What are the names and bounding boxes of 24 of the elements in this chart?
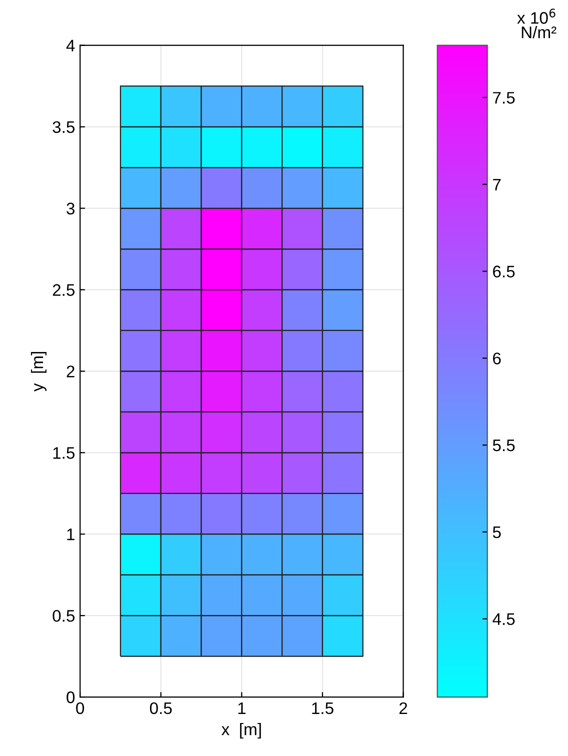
color-bar-label: 5 <box>492 526 501 538</box>
x-tick-label: 0 <box>76 702 84 714</box>
y-tick-label: 1.5 <box>53 447 75 459</box>
y-tick-label: 0.5 <box>52 610 75 622</box>
x-tick-label: 2 <box>399 702 408 714</box>
color-bar-label: 7.5 <box>493 92 515 104</box>
color-bar-label: 4.5 <box>492 613 515 626</box>
y-tick-label: 0 <box>66 691 75 704</box>
y-tick-label: 2 <box>66 366 74 378</box>
color-bar-label: 6.5 <box>493 266 515 278</box>
y-tick-label: 4 <box>66 40 75 52</box>
x-axis-title: x [m] <box>222 722 261 739</box>
color-bar-label: 5.5 <box>492 440 515 452</box>
y-axis-title: y [m] <box>30 352 47 392</box>
x-tick-label: 1 <box>238 702 246 714</box>
y-tick-label: 2.5 <box>52 284 75 296</box>
y-tick-label: 1 <box>67 528 74 540</box>
color-bar-label: 7 <box>493 178 501 190</box>
y-tick-label: 3.5 <box>52 121 75 134</box>
y-tick-label: 3 <box>66 202 74 214</box>
x-tick-label: 0.5 <box>150 702 172 714</box>
color-bar-label: 6 <box>493 352 501 364</box>
x-tick-label: 1.5 <box>312 702 334 714</box>
color-bar-title: x 10$^{6}$ N/m² <box>517 8 556 38</box>
